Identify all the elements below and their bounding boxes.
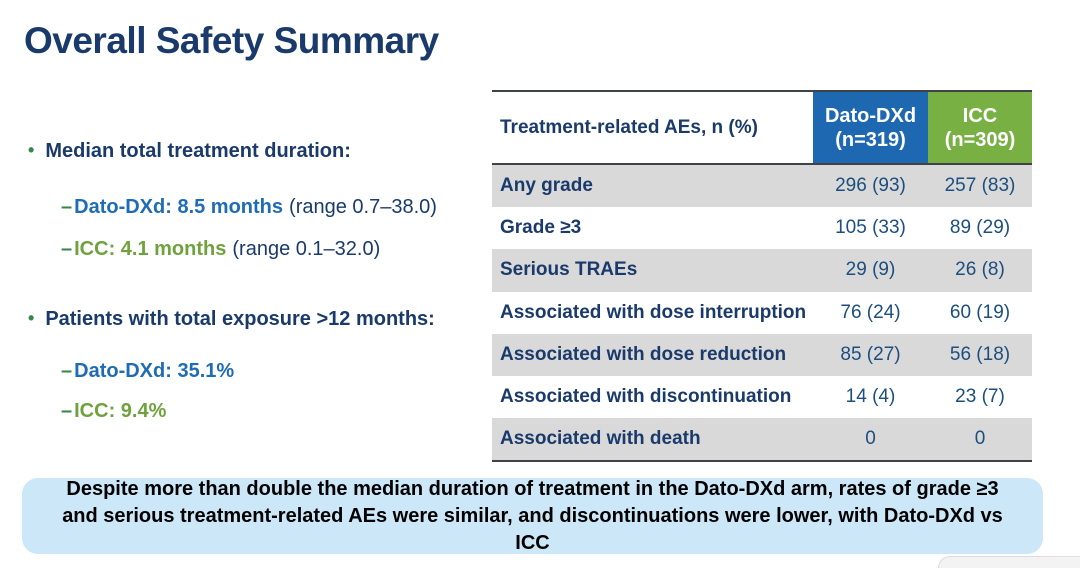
sub-item-icc-duration: – ICC: 4.1 months (range 0.1–32.0)	[61, 238, 380, 261]
table-row: Associated with death 0 0	[492, 418, 1032, 461]
header-col-icc: ICC (n=309)	[928, 92, 1032, 163]
bullet-item-duration: • Median total treatment duration:	[28, 140, 351, 163]
row-label: Any grade	[500, 175, 593, 197]
sub-item-icc-exposure: – ICC: 9.4%	[61, 400, 166, 423]
dash-icon: –	[61, 196, 73, 218]
dash-icon: –	[61, 400, 73, 422]
table-row: Grade ≥3 105 (33) 89 (29)	[492, 207, 1032, 249]
row-label: Serious TRAEs	[500, 259, 638, 281]
bullet-item-exposure: • Patients with total exposure >12 month…	[28, 308, 435, 331]
table-row: Associated with dose reduction 85 (27) 5…	[492, 333, 1032, 376]
slide-title: Overall Safety Summary	[24, 20, 439, 61]
sub-item-dato-exposure: – Dato-DXd: 35.1%	[61, 360, 234, 383]
row-label: Associated with dose interruption	[500, 301, 807, 323]
sub-item-label: ICC: 4.1 months	[74, 238, 227, 260]
cell-icc: 60 (19)	[949, 301, 1011, 323]
dash-icon: –	[61, 238, 73, 260]
row-label: Associated with dose reduction	[500, 343, 787, 365]
cell-icc: 23 (7)	[955, 386, 1005, 408]
cell-icc: 89 (29)	[949, 217, 1011, 239]
ae-table: Treatment-related AEs, n (%) Dato-DXd (n…	[492, 90, 1032, 463]
sub-item-label: Dato-DXd: 35.1%	[74, 360, 235, 382]
bullet-icon: •	[28, 308, 35, 328]
header-col-dato-name: Dato-DXd	[824, 104, 917, 127]
callout-text: Despite more than double the median dura…	[62, 477, 1003, 554]
table-row: Associated with discontinuation 14 (4) 2…	[492, 376, 1032, 418]
table-body: Any grade 296 (93) 257 (83) Grade ≥3 105…	[492, 165, 1032, 463]
bullet-text: Median total treatment duration:	[45, 140, 351, 162]
row-label: Associated with discontinuation	[500, 386, 792, 408]
table-row: Associated with dose interruption 76 (24…	[492, 292, 1032, 334]
dash-icon: –	[61, 360, 73, 382]
row-label: Grade ≥3	[500, 217, 582, 239]
header-col-icc-name: ICC	[962, 104, 998, 127]
header-col-dato: Dato-DXd (n=319)	[813, 92, 928, 163]
cell-dato: 105 (33)	[835, 217, 906, 239]
cell-icc: 257 (83)	[944, 175, 1016, 197]
header-col-dato-n: (n=319)	[835, 128, 906, 151]
table-row: Serious TRAEs 29 (9) 26 (8)	[492, 249, 1032, 292]
corner-artifact	[938, 556, 1080, 568]
cell-dato: 76 (24)	[840, 301, 901, 323]
header-label: Treatment-related AEs, n (%)	[500, 116, 758, 138]
cell-dato: 296 (93)	[835, 175, 906, 197]
cell-icc: 26 (8)	[955, 259, 1005, 281]
header-col-icc-n: (n=309)	[944, 128, 1016, 151]
cell-dato: 85 (27)	[840, 343, 901, 365]
bullet-icon: •	[28, 140, 35, 160]
cell-dato: 14 (4)	[845, 386, 896, 408]
cell-icc: 56 (18)	[949, 343, 1011, 365]
cell-icc: 0	[974, 428, 986, 450]
sub-item-note: (range 0.1–32.0)	[232, 238, 381, 260]
summary-callout: Despite more than double the median dura…	[22, 478, 1043, 554]
sub-item-note: (range 0.7–38.0)	[289, 196, 437, 218]
table-row: Any grade 296 (93) 257 (83)	[492, 165, 1032, 208]
sub-item-label: Dato-DXd: 8.5 months	[74, 196, 284, 218]
cell-dato: 0	[865, 428, 876, 450]
table-header-row: Treatment-related AEs, n (%) Dato-DXd (n…	[492, 90, 1032, 165]
row-label: Associated with death	[500, 428, 701, 450]
cell-dato: 29 (9)	[845, 259, 896, 281]
sub-item-dato-duration: – Dato-DXd: 8.5 months (range 0.7–38.0)	[61, 196, 437, 219]
bullet-text: Patients with total exposure >12 months:	[45, 308, 435, 330]
sub-item-label: ICC: 9.4%	[74, 400, 167, 422]
